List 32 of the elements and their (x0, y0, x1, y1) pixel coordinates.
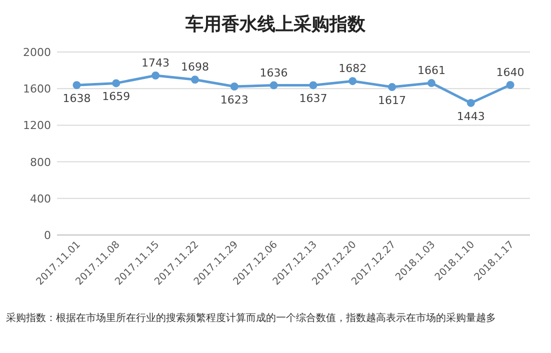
data-label: 1637 (299, 92, 328, 106)
point (466, 98, 475, 107)
data-label: 1443 (456, 110, 485, 123)
point (506, 80, 514, 89)
y-tick-label: 0 (44, 229, 51, 242)
point (270, 81, 278, 90)
point (72, 81, 81, 90)
data-label: 1661 (417, 64, 446, 78)
point (230, 82, 238, 90)
data-label: 1682 (338, 62, 367, 76)
point (112, 79, 120, 88)
data-label: 1617 (378, 94, 406, 108)
y-tick-label: 1200 (23, 119, 51, 132)
y-tick-label: 400 (30, 192, 51, 206)
point (190, 76, 199, 84)
point (152, 72, 160, 80)
y-tick-label: 800 (30, 156, 51, 169)
chart-title: 车用香水线上采购指数 (184, 14, 366, 35)
data-label: 1743 (142, 56, 170, 70)
data-label: 1636 (260, 66, 288, 80)
point (348, 77, 357, 86)
data-label: 1638 (62, 92, 91, 106)
point (427, 79, 436, 88)
data-label: 1659 (102, 90, 130, 104)
data-label: 1640 (496, 66, 524, 79)
y-tick-label: 1600 (23, 82, 51, 96)
y-tick-label: 2000 (23, 46, 51, 59)
point (309, 81, 318, 90)
data-label: 1698 (180, 60, 209, 74)
data-label: 1623 (220, 93, 248, 106)
text: 采购指数：根据在市场里所在行业的搜索频繁程度计算而成的一个综合数值，指数越高表示在市场的采购量越多 (6, 312, 497, 325)
point (388, 83, 396, 92)
